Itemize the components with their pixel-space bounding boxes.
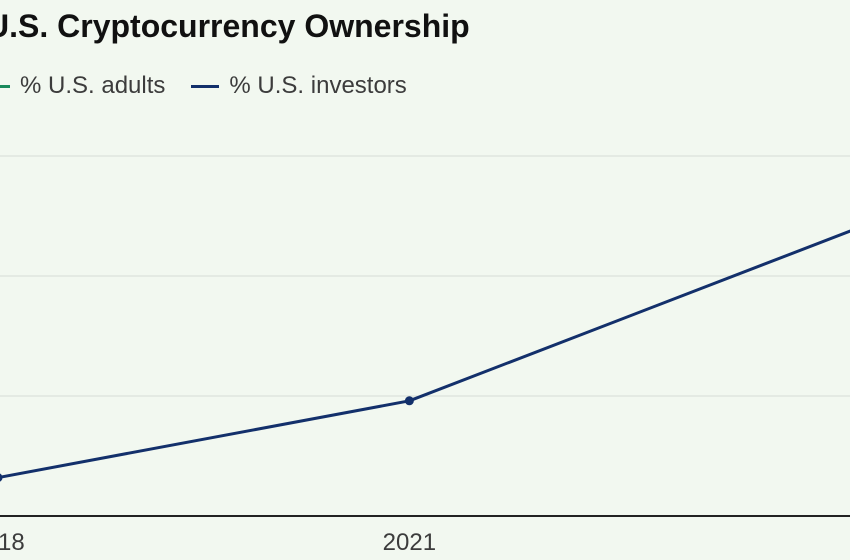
legend-item-adults: % U.S. adults [0,72,165,100]
legend-swatch-adults [0,84,10,88]
chart-title: U.S. Cryptocurrency Ownership [0,8,470,44]
legend-swatch-investors [191,84,220,88]
data-point-investors-2021 [404,396,414,406]
legend: % U.S. adults % U.S. investors [0,72,407,100]
legend-item-investors: % U.S. investors [191,72,407,100]
x-tick-label-2021: 2021 [383,529,436,556]
data-point-investors-2018 [0,473,3,482]
legend-label-investors: % U.S. investors [229,72,407,99]
series-line-investors [0,229,850,479]
x-tick-label-2018: 2018 [0,529,25,556]
legend-label-adults: % U.S. adults [20,72,166,99]
